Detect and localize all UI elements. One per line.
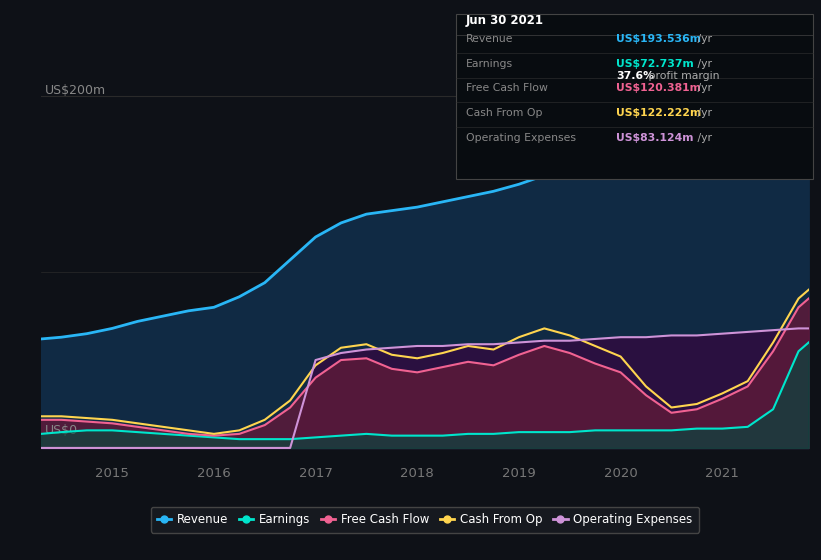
Text: Jun 30 2021: Jun 30 2021 bbox=[466, 14, 544, 27]
Text: 37.6%: 37.6% bbox=[616, 71, 654, 81]
Text: /yr: /yr bbox=[694, 34, 712, 44]
Text: Revenue: Revenue bbox=[466, 34, 513, 44]
Text: Cash From Op: Cash From Op bbox=[466, 108, 542, 118]
Text: US$120.381m: US$120.381m bbox=[616, 83, 700, 94]
Text: US$193.536m: US$193.536m bbox=[616, 34, 701, 44]
Text: US$83.124m: US$83.124m bbox=[616, 133, 693, 143]
Text: /yr: /yr bbox=[694, 83, 712, 94]
Text: /yr: /yr bbox=[694, 133, 712, 143]
Legend: Revenue, Earnings, Free Cash Flow, Cash From Op, Operating Expenses: Revenue, Earnings, Free Cash Flow, Cash … bbox=[150, 507, 699, 533]
Text: /yr: /yr bbox=[694, 59, 712, 69]
Text: US$0: US$0 bbox=[45, 423, 78, 437]
Text: US$72.737m: US$72.737m bbox=[616, 59, 694, 69]
Text: Earnings: Earnings bbox=[466, 59, 512, 69]
Text: US$122.222m: US$122.222m bbox=[616, 108, 701, 118]
Text: US$200m: US$200m bbox=[45, 84, 106, 97]
Text: Free Cash Flow: Free Cash Flow bbox=[466, 83, 548, 94]
Text: /yr: /yr bbox=[694, 108, 712, 118]
Text: Operating Expenses: Operating Expenses bbox=[466, 133, 576, 143]
Text: profit margin: profit margin bbox=[645, 71, 720, 81]
